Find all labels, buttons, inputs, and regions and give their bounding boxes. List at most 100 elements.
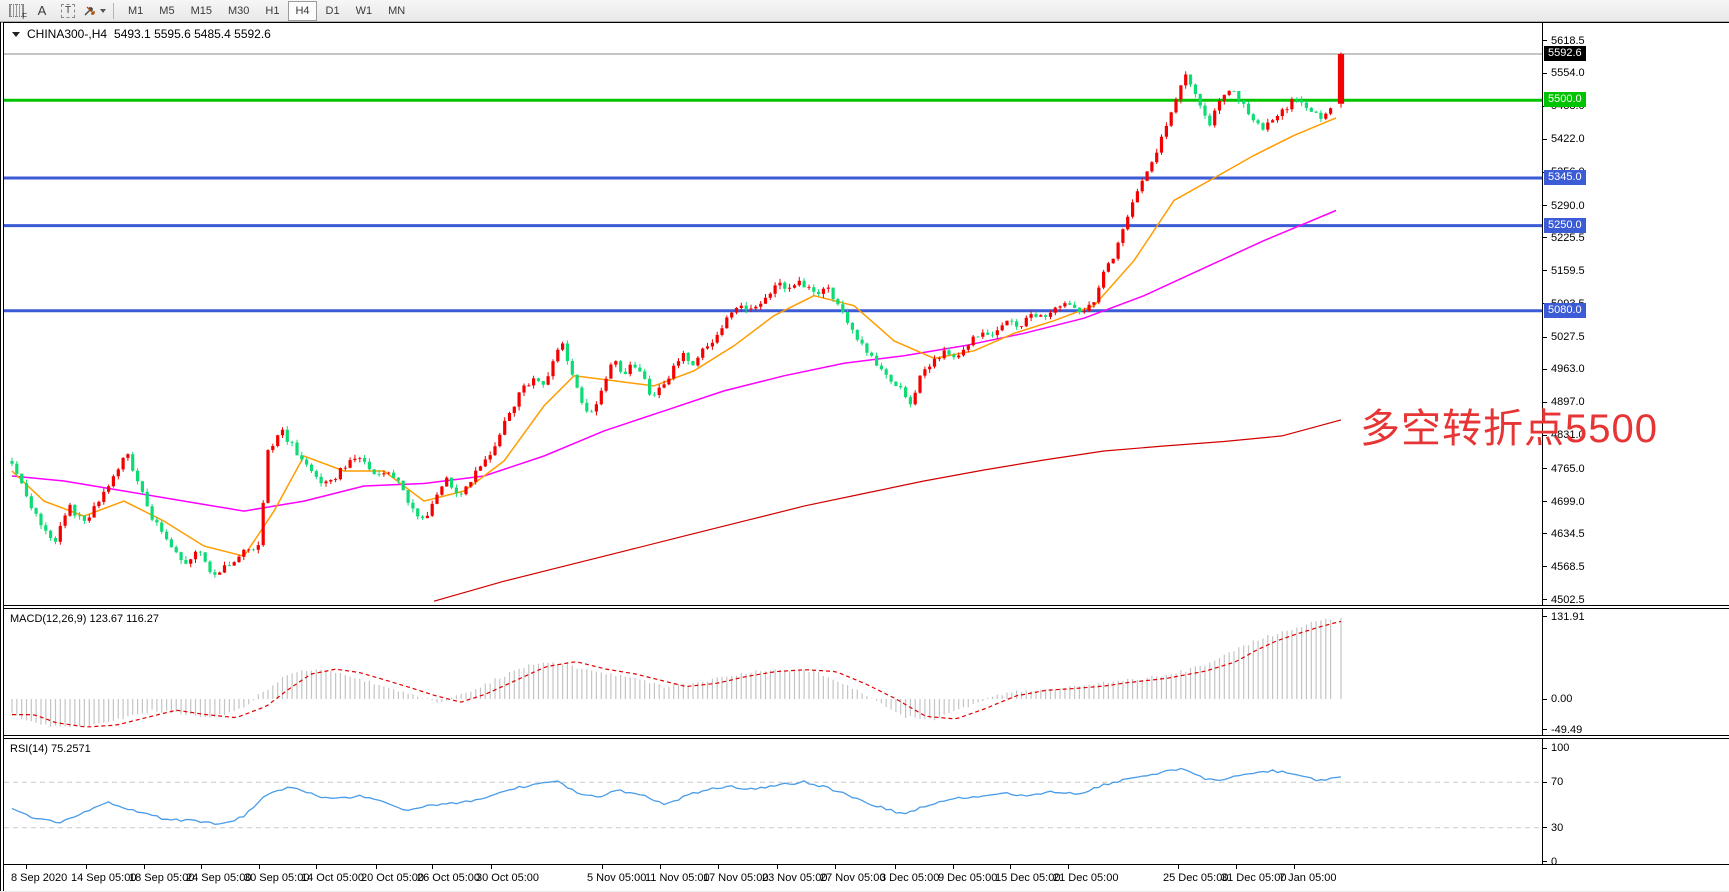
date-label: 25 Dec 05:00 — [1163, 872, 1229, 884]
chart-menu-caret-icon[interactable] — [12, 31, 20, 37]
main-chart-canvas[interactable] — [4, 23, 1542, 605]
main-chart-panel: CHINA300-,H4 5493.1 5595.6 5485.4 5592.6… — [4, 23, 1729, 606]
price-tag-5592.6: 5592.6 — [1544, 45, 1586, 61]
price-tag-5345.0: 5345.0 — [1544, 169, 1586, 185]
draw-arrows-icon[interactable] — [82, 2, 106, 20]
text-box-icon[interactable]: T — [56, 2, 80, 20]
down-candle-bodies — [10, 74, 1323, 575]
timeframe-m15[interactable]: M15 — [190, 4, 212, 17]
label-a-icon[interactable]: A — [37, 3, 47, 18]
macd-histogram — [11, 618, 1342, 728]
rsi-axis-label: 0 — [1551, 855, 1558, 868]
rsi-canvas[interactable] — [4, 739, 1542, 864]
date-label: 7 Jan 05:00 — [1279, 872, 1337, 884]
date-label: 20 Oct 05:00 — [361, 872, 424, 884]
date-tick — [432, 865, 433, 869]
up-candle-wicks — [59, 52, 1342, 575]
timeframe-m1[interactable]: M1 — [128, 4, 144, 17]
timeframe-mn[interactable]: MN — [388, 4, 406, 17]
date-label: 18 Sep 05:00 — [129, 872, 195, 884]
price-tick — [1543, 599, 1547, 601]
rsi-line — [11, 767, 1342, 825]
price-axis-label: 4502.5 — [1551, 593, 1585, 606]
price-tick — [1543, 501, 1547, 503]
date-tick — [718, 865, 719, 869]
price-tick — [1543, 468, 1547, 469]
rsi-tick — [1543, 827, 1547, 829]
date-tick — [1010, 865, 1011, 869]
macd-canvas[interactable] — [4, 609, 1542, 735]
price-axis-label: 5159.5 — [1551, 264, 1585, 277]
timeframe-d1[interactable]: D1 — [325, 4, 340, 17]
date-label: 31 Dec 05:00 — [1221, 872, 1287, 884]
price-tick — [1543, 401, 1547, 403]
rsi-panel: RSI(14) 75.2571 100 70 30 0 — [4, 738, 1729, 868]
date-tick — [895, 865, 896, 869]
price-axis-label: 5618.5 — [1551, 34, 1585, 47]
date-label: 26 Oct 05:00 — [417, 872, 480, 884]
date-label: 17 Nov 05:00 — [703, 872, 769, 884]
date-tick — [26, 865, 27, 869]
timeframe-h1[interactable]: H1 — [265, 4, 280, 17]
ohlc-values: 5493.1 5595.6 5485.4 5592.6 — [114, 27, 271, 41]
date-label: 5 Nov 05:00 — [587, 872, 647, 884]
macd-label: MACD(12,26,9) 123.67 116.27 — [10, 613, 159, 625]
toolbar-separator — [113, 2, 114, 19]
macd-tick — [1543, 616, 1547, 618]
grid-f-label: F — [22, 11, 27, 21]
rsi-label: RSI(14) 75.2571 — [10, 743, 91, 755]
price-axis-label: 5290.0 — [1551, 199, 1585, 212]
price-axis-label: 4963.0 — [1551, 363, 1585, 376]
timeframe-bar: M1 M5 M15 M30 H1 H4 D1 W1 MN — [120, 0, 413, 21]
price-axis-label: 5554.0 — [1551, 67, 1585, 80]
date-label: 24 Sep 05:00 — [186, 872, 252, 884]
ma-mid-magenta-line — [11, 209, 1337, 512]
rsi-axis-label: 30 — [1551, 821, 1564, 834]
price-tick — [1543, 237, 1547, 239]
date-tick — [144, 865, 145, 869]
date-tick — [777, 865, 778, 869]
dropdown-caret-icon — [99, 8, 106, 13]
rsi-axis-label: 100 — [1551, 742, 1570, 754]
price-tick — [1543, 138, 1547, 140]
price-tick — [1543, 40, 1547, 42]
price-axis-label: 4699.0 — [1551, 495, 1585, 508]
timeframe-w1[interactable]: W1 — [355, 4, 373, 17]
price-tag-5500.0: 5500.0 — [1544, 92, 1586, 108]
date-tick — [1178, 865, 1179, 869]
down-candle-wicks — [11, 74, 1322, 578]
price-axis-label: 4765.0 — [1551, 462, 1585, 475]
date-label: 8 Sep 2020 — [11, 872, 68, 884]
date-tick — [602, 865, 603, 869]
price-axis-label: 5027.5 — [1551, 331, 1585, 344]
up-candle-bodies — [58, 54, 1345, 575]
rsi-tick — [1543, 747, 1547, 749]
date-tick — [1068, 865, 1069, 869]
macd-axis-label: 0.00 — [1551, 693, 1573, 705]
date-tick — [1294, 865, 1295, 869]
timeframe-h4[interactable]: H4 — [288, 0, 317, 21]
price-tick — [1543, 205, 1547, 207]
price-axis[interactable]: 5618.55554.05488.05422.05356.05290.05225… — [1542, 23, 1729, 606]
timeframe-m30[interactable]: M30 — [227, 4, 250, 17]
timeframe-m5[interactable]: M5 — [159, 4, 175, 17]
chart-annotation-text[interactable]: 多空转折点5500 — [1360, 407, 1658, 451]
date-axis[interactable]: 8 Sep 2020 14 Sep 05:00 18 Sep 05:00 24 Sep… — [4, 865, 1729, 891]
macd-signal-line — [12, 620, 1342, 728]
macd-tick — [1543, 698, 1547, 700]
date-tick — [491, 865, 492, 869]
indicator-grid-icon[interactable]: F — [4, 2, 28, 21]
price-tick — [1543, 533, 1547, 535]
date-label: 14 Sep 05:00 — [71, 872, 137, 884]
chart-window: CHINA300-,H4 5493.1 5595.6 5485.4 5592.6… — [0, 22, 1729, 891]
macd-axis[interactable]: 131.91 0.00 -49.49 — [1542, 609, 1729, 736]
date-tick — [376, 865, 377, 869]
date-tick — [201, 865, 202, 869]
date-label: 30 Sep 05:00 — [244, 872, 310, 884]
arrows-glyph-icon — [84, 6, 95, 15]
price-axis-label: 5225.5 — [1551, 231, 1585, 244]
price-axis-label: 4634.5 — [1551, 527, 1585, 540]
rsi-axis[interactable]: 100 70 30 0 — [1542, 739, 1729, 868]
macd-tick — [1543, 729, 1547, 731]
